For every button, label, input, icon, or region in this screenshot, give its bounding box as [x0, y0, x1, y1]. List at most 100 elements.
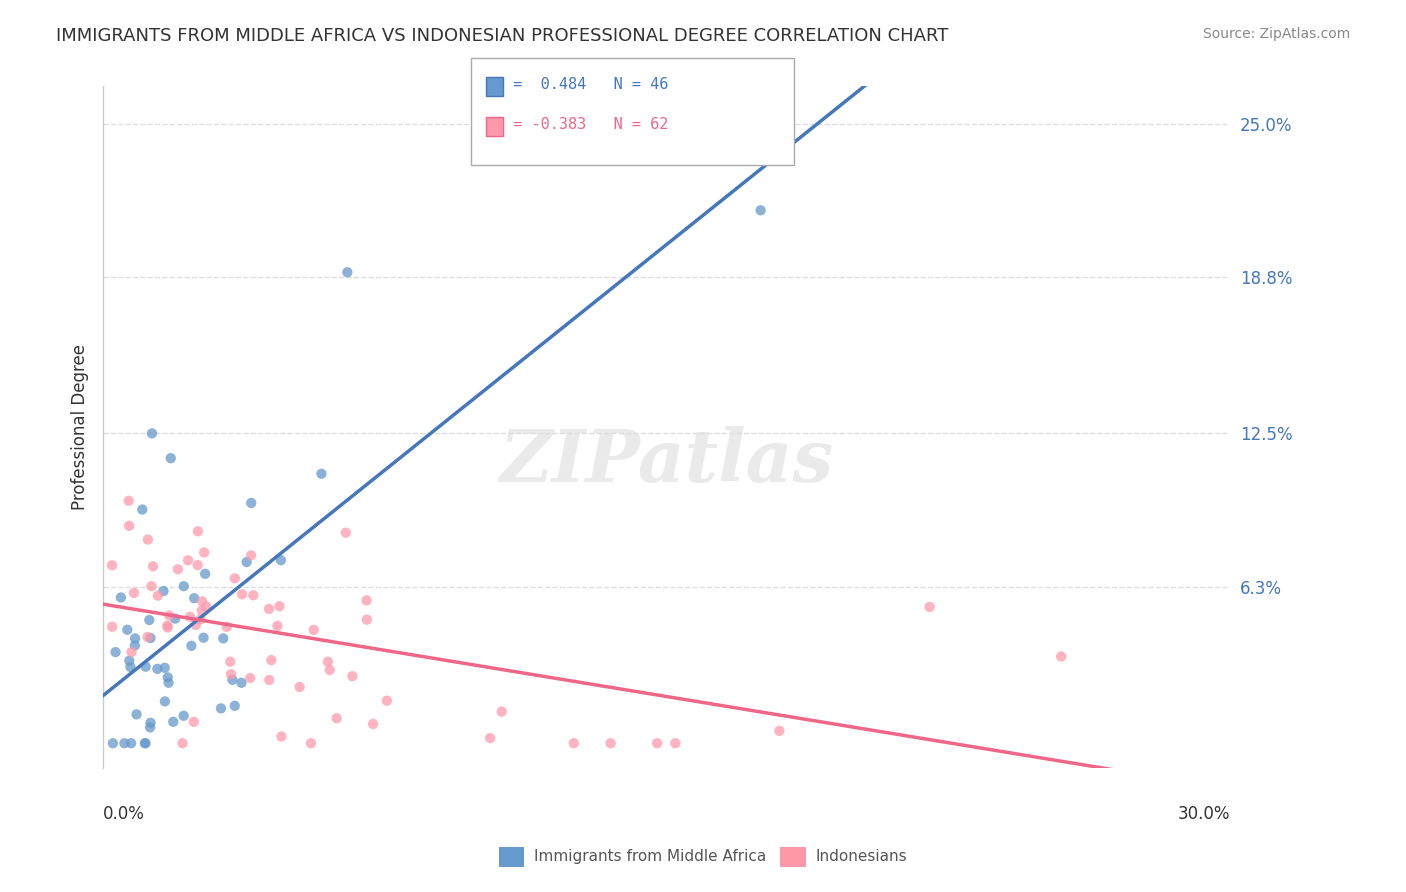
Point [187, 558, 209, 573]
Point [219, 655, 242, 669]
Text: Indonesians: Indonesians [815, 849, 907, 863]
Point [242, 588, 264, 602]
Point [122, 586, 145, 600]
Point [162, 714, 184, 729]
Y-axis label: Professional Degree: Professional Degree [72, 344, 89, 510]
Point [235, 555, 257, 569]
Point [645, 736, 668, 750]
Point [239, 671, 262, 685]
Point [270, 553, 292, 567]
Point [302, 623, 325, 637]
Point [479, 731, 502, 745]
Point [101, 558, 124, 573]
Point [134, 736, 156, 750]
Point [159, 451, 181, 466]
Point [266, 619, 288, 633]
Text: ZIPatlas: ZIPatlas [499, 425, 834, 497]
Point [319, 663, 342, 677]
Point [260, 653, 283, 667]
Point [356, 593, 378, 607]
Point [177, 553, 200, 567]
Point [190, 612, 212, 626]
Point [361, 717, 384, 731]
Point [270, 730, 292, 744]
Point [299, 736, 322, 750]
Point [491, 705, 513, 719]
Point [325, 711, 347, 725]
Point [209, 701, 232, 715]
Point [212, 632, 235, 646]
Point [375, 694, 398, 708]
Point [187, 524, 209, 539]
Point [288, 680, 311, 694]
Point [259, 673, 281, 687]
Point [172, 736, 194, 750]
Point [117, 623, 139, 637]
Point [156, 618, 179, 632]
Point [120, 736, 142, 750]
Point [749, 203, 772, 218]
Point [173, 709, 195, 723]
Point [342, 669, 364, 683]
Point [1050, 649, 1073, 664]
Point [336, 265, 359, 279]
Point [138, 613, 160, 627]
Point [191, 604, 214, 618]
Point [114, 736, 136, 750]
Point [599, 736, 621, 750]
Point [110, 591, 132, 605]
Point [191, 594, 214, 608]
Point [918, 599, 941, 614]
Text: Source: ZipAtlas.com: Source: ZipAtlas.com [1202, 27, 1350, 41]
Point [153, 661, 176, 675]
Point [139, 715, 162, 730]
Point [183, 714, 205, 729]
Point [231, 587, 253, 601]
Text: 30.0%: 30.0% [1178, 805, 1230, 823]
Point [141, 426, 163, 441]
Text: 0.0%: 0.0% [103, 805, 145, 823]
Point [152, 584, 174, 599]
Point [240, 549, 263, 563]
Text: Immigrants from Middle Africa: Immigrants from Middle Africa [534, 849, 766, 863]
Text: R =  0.484   N = 46: R = 0.484 N = 46 [495, 78, 668, 92]
Point [141, 579, 163, 593]
Point [104, 645, 127, 659]
Point [193, 631, 215, 645]
Point [136, 630, 159, 644]
Point [195, 599, 218, 614]
Point [768, 723, 790, 738]
Point [311, 467, 333, 481]
Point [131, 502, 153, 516]
Point [136, 533, 159, 547]
Point [269, 599, 291, 614]
Point [124, 632, 146, 646]
Point [118, 493, 141, 508]
Point [157, 608, 180, 623]
Point [240, 496, 263, 510]
Point [120, 660, 142, 674]
Point [121, 645, 143, 659]
Point [101, 620, 124, 634]
Point [146, 662, 169, 676]
Point [165, 612, 187, 626]
Point [139, 721, 162, 735]
Point [335, 525, 357, 540]
Text: IMMIGRANTS FROM MIDDLE AFRICA VS INDONESIAN PROFESSIONAL DEGREE CORRELATION CHAR: IMMIGRANTS FROM MIDDLE AFRICA VS INDONES… [56, 27, 949, 45]
Point [664, 736, 686, 750]
Point [157, 675, 180, 690]
Point [221, 673, 243, 687]
Text: R = -0.383   N = 62: R = -0.383 N = 62 [495, 118, 668, 132]
Point [194, 566, 217, 581]
Point [562, 736, 585, 750]
Point [153, 694, 176, 708]
Point [180, 639, 202, 653]
Point [118, 519, 141, 533]
Point [356, 613, 378, 627]
Point [146, 589, 169, 603]
Point [135, 659, 157, 673]
Point [179, 609, 201, 624]
Point [166, 562, 188, 576]
Point [224, 698, 246, 713]
Point [219, 667, 242, 681]
